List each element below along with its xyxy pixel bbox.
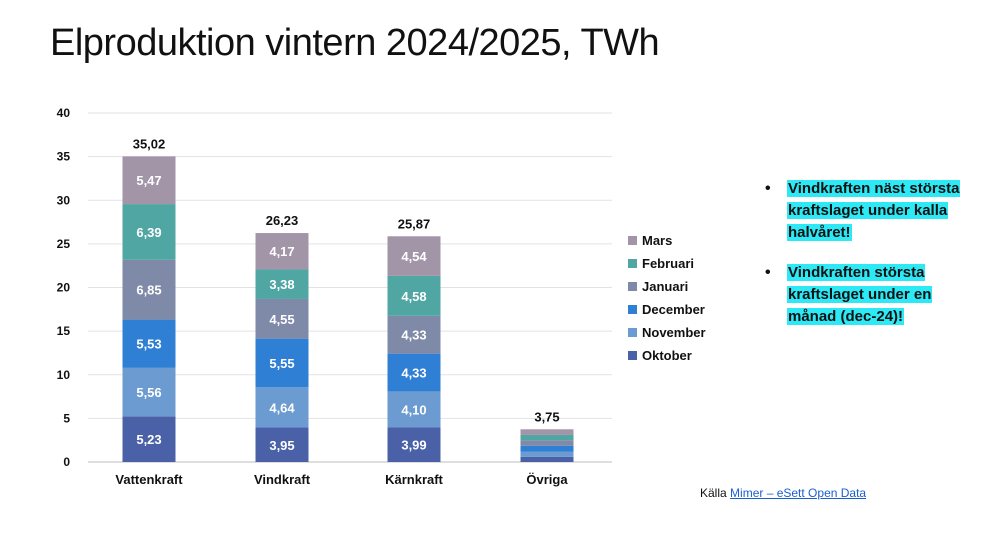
legend-item-januari: Januari (628, 275, 706, 298)
legend-swatch (628, 236, 637, 245)
segment-label: 4,33 (401, 366, 426, 381)
bar-segment (520, 440, 574, 446)
segment-label: 5,56 (136, 385, 161, 400)
segment-label: 6,85 (136, 283, 161, 298)
bar-segment (387, 353, 441, 392)
bar-segment (520, 445, 574, 452)
source-prefix: Källa (700, 486, 727, 500)
segment-label: 5,53 (136, 337, 161, 352)
legend-swatch (628, 305, 637, 314)
bullet-dot-icon: • (765, 264, 771, 281)
segment-label: 6,39 (136, 225, 161, 240)
bar-segment (520, 451, 574, 457)
bullet-text: Vindkraften största kraftslaget under en… (787, 264, 933, 325)
bar-segment (387, 391, 441, 428)
total-label: 3,75 (534, 409, 559, 424)
legend-label: Oktober (642, 348, 692, 363)
bar-segment (387, 315, 441, 354)
bar-segment (520, 429, 574, 435)
chart-title: Elproduktion vintern 2024/2025, TWh (50, 22, 660, 64)
segment-label: 4,58 (401, 289, 426, 304)
x-tick-label: Kärnkraft (385, 472, 443, 487)
legend-swatch (628, 259, 637, 268)
segment-label: 4,33 (401, 328, 426, 343)
legend-swatch (628, 328, 637, 337)
total-label: 35,02 (133, 136, 166, 151)
y-tick-label: 15 (57, 324, 71, 338)
legend-swatch (628, 282, 637, 291)
legend: Mars Februari Januari December November … (628, 229, 706, 367)
legend-label: November (642, 325, 706, 340)
y-tick-label: 5 (63, 411, 70, 425)
segment-label: 5,23 (136, 432, 161, 447)
bar-segment (255, 298, 309, 339)
bar-segment (520, 456, 574, 462)
bar-segment (122, 319, 176, 368)
bullet-item: • Vindkraften näst största kraftslaget u… (765, 178, 970, 244)
legend-label: Mars (642, 233, 673, 248)
y-tick-label: 25 (57, 237, 71, 251)
bar-segment (122, 416, 176, 462)
total-label: 25,87 (398, 216, 431, 231)
source-link[interactable]: Mimer – eSett Open Data (730, 486, 867, 500)
legend-swatch (628, 351, 637, 360)
bar-segment (255, 338, 309, 388)
x-tick-label: Vindkraft (254, 472, 311, 487)
legend-label: Januari (642, 279, 689, 294)
bar-segment (255, 269, 309, 299)
y-tick-label: 30 (57, 193, 71, 207)
legend-label: December (642, 302, 705, 317)
segment-label: 4,64 (269, 400, 295, 415)
segment-label: 3,99 (401, 438, 426, 453)
y-tick-label: 20 (57, 281, 71, 295)
y-tick-label: 40 (57, 106, 71, 120)
segment-label: 5,47 (136, 173, 161, 188)
bar-segment (122, 259, 176, 320)
bar-segment (387, 427, 441, 462)
bar-segment (520, 434, 574, 441)
bullet-dot-icon: • (765, 180, 771, 197)
bar-segment (255, 427, 309, 462)
bar-segment (122, 204, 176, 260)
legend-item-mars: Mars (628, 229, 706, 252)
segment-label: 3,38 (269, 277, 294, 292)
bar-segment (122, 367, 176, 417)
segment-label: 3,95 (269, 438, 294, 453)
y-tick-label: 0 (63, 455, 70, 469)
bullet-list: • Vindkraften näst största kraftslaget u… (765, 178, 970, 346)
bar-segment (255, 233, 309, 270)
y-tick-label: 35 (57, 150, 71, 164)
source-note: Källa Mimer – eSett Open Data (700, 486, 866, 500)
legend-item-november: November (628, 321, 706, 344)
y-tick-label: 10 (57, 368, 71, 382)
stacked-bar-chart: 0 5 10 15 20 25 30 35 40 5,23 5,56 5,53 6,85 6,39 5,47… (57, 106, 612, 487)
bar-segment (387, 236, 441, 276)
legend-item-februari: Februari (628, 252, 706, 275)
bullet-item: • Vindkraften största kraftslaget under … (765, 262, 970, 328)
legend-label: Februari (642, 256, 695, 271)
x-tick-label: Vattenkraft (115, 472, 183, 487)
bar-segment (122, 156, 176, 205)
segment-label: 4,17 (269, 244, 294, 259)
segment-label: 5,55 (269, 356, 294, 371)
legend-item-december: December (628, 298, 706, 321)
bullet-text: Vindkraften näst största kraftslaget und… (787, 180, 961, 241)
x-tick-label: Övriga (526, 472, 568, 487)
segment-label: 4,54 (401, 249, 427, 264)
legend-item-oktober: Oktober (628, 344, 706, 367)
segment-label: 4,55 (269, 312, 294, 327)
total-label: 26,23 (266, 213, 299, 228)
segment-label: 4,10 (401, 402, 426, 417)
bar-segment (387, 275, 441, 316)
bar-segment (255, 387, 309, 428)
